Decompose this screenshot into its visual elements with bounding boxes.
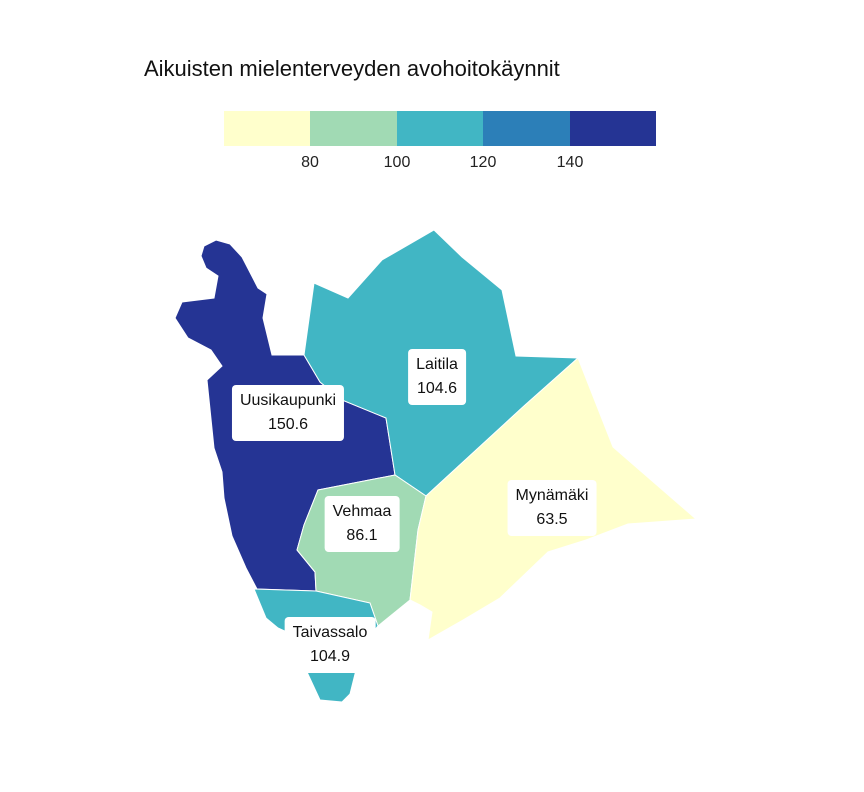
legend-swatch-3 bbox=[396, 111, 484, 146]
region-value: 63.5 bbox=[536, 511, 568, 528]
map-title: Aikuisten mielenterveyden avohoitokäynni… bbox=[144, 56, 560, 81]
label-taivassalo: Taivassalo 104.9 bbox=[284, 617, 376, 673]
region-value: 104.6 bbox=[416, 380, 458, 397]
region-taivassalo-island[interactable] bbox=[306, 669, 357, 703]
legend-swatch-5 bbox=[569, 111, 657, 146]
region-value: 150.6 bbox=[267, 416, 309, 433]
legend-swatch-4 bbox=[483, 111, 570, 146]
legend-swatch-1 bbox=[224, 111, 311, 146]
legend-swatch-2 bbox=[310, 111, 397, 146]
label-vehmaa: Vehmaa 86.1 bbox=[324, 496, 400, 552]
region-name: Taivassalo bbox=[292, 624, 368, 641]
legend-tick: 120 bbox=[469, 154, 497, 171]
color-legend bbox=[224, 111, 657, 146]
legend-tick: 100 bbox=[383, 154, 411, 171]
label-laitila: Laitila 104.6 bbox=[408, 349, 466, 405]
region-name: Vehmaa bbox=[332, 503, 392, 520]
legend-ticks: 80 100 120 140 bbox=[224, 154, 656, 176]
region-name: Uusikaupunki bbox=[239, 392, 337, 409]
region-value: 104.9 bbox=[309, 648, 351, 665]
legend-tick: 140 bbox=[556, 154, 584, 171]
label-mynamaki: Mynämäki 63.5 bbox=[507, 480, 597, 536]
legend-tick: 80 bbox=[301, 154, 319, 171]
region-name: Mynämäki bbox=[515, 487, 589, 504]
label-uusikaupunki: Uusikaupunki 150.6 bbox=[231, 385, 345, 441]
region-value: 86.1 bbox=[346, 527, 378, 544]
region-name: Laitila bbox=[416, 356, 458, 373]
